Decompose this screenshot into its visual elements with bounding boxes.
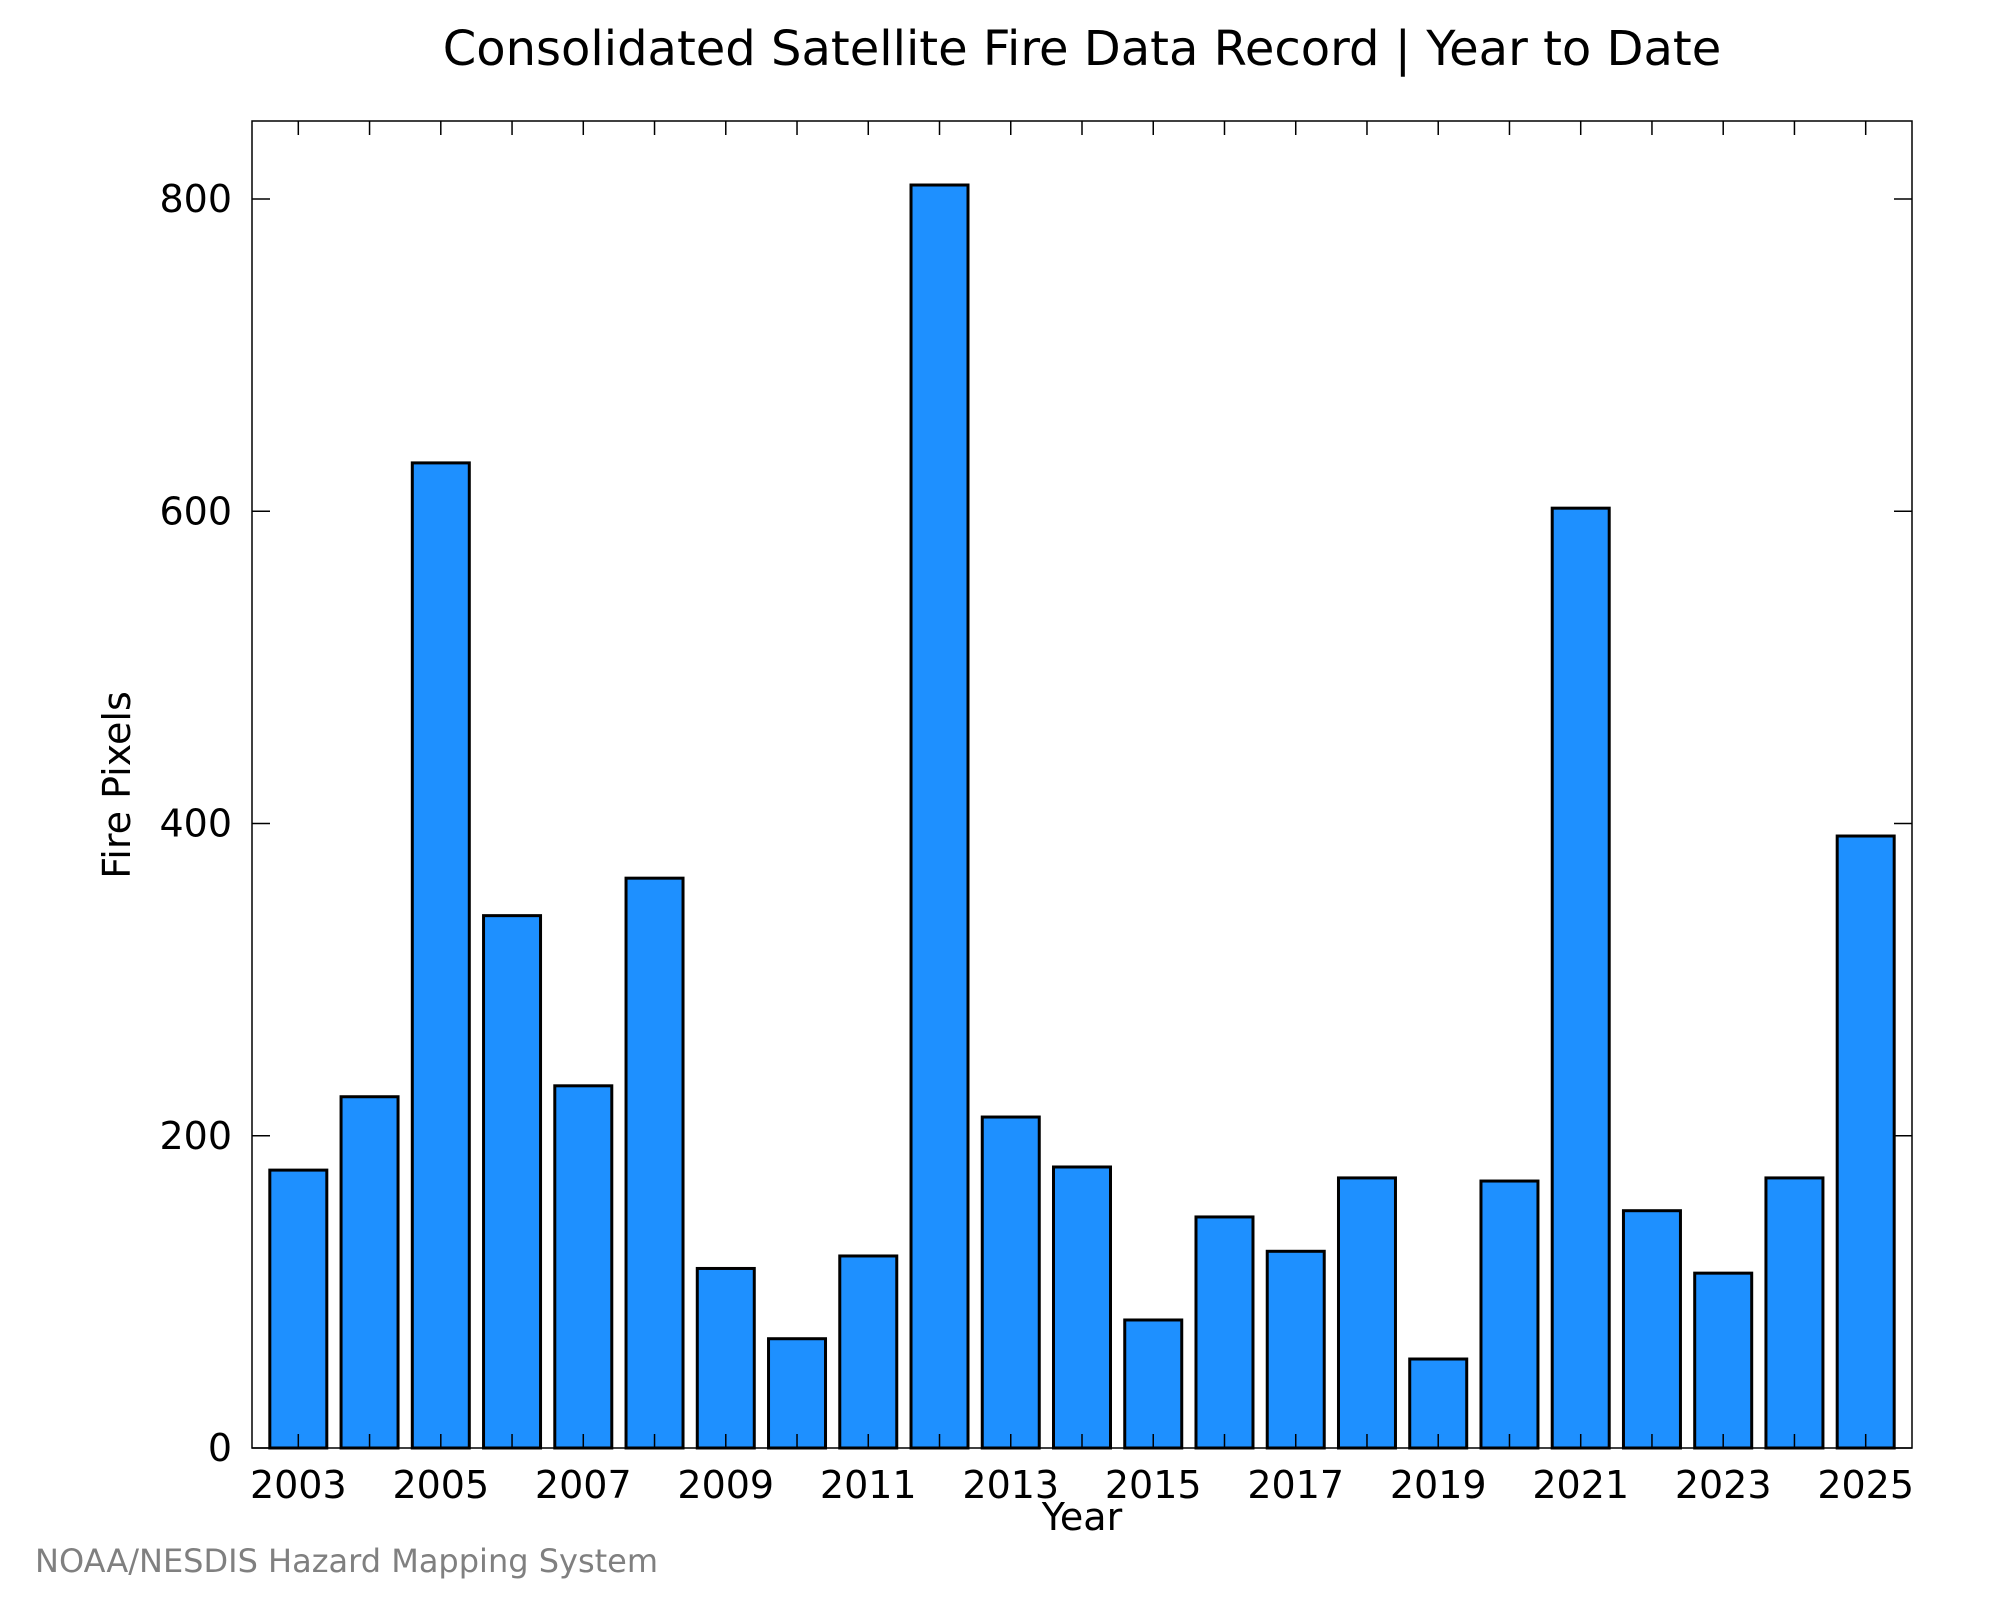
bar-2011 [838,1254,899,1450]
y-tick-label-0: 0 [208,1426,232,1470]
x-tick-label-2003: 2003 [250,1463,347,1507]
source-credit: NOAA/NESDIS Hazard Mapping System [35,1542,658,1580]
bar-2005 [410,461,471,1450]
bar-2010 [767,1337,828,1450]
bar-2017 [1265,1249,1326,1450]
bar-2013 [980,1115,1041,1450]
bar-2012 [909,183,970,1450]
bar-2021 [1550,506,1611,1450]
x-tick-label-2005: 2005 [392,1463,489,1507]
x-tick-label-2009: 2009 [677,1463,774,1507]
x-tick-label-2007: 2007 [535,1463,632,1507]
chart-title: Consolidated Satellite Fire Data Record … [443,21,1722,77]
y-tick-label-600: 600 [159,489,232,533]
bar-2004 [339,1095,400,1450]
bar-2008 [624,876,685,1450]
x-axis-label: Year [1041,1495,1123,1539]
x-tick-label-2019: 2019 [1390,1463,1487,1507]
ticks-group: 0 200 400 600 800 2003 2005 2007 2009 2011 2013 201… [159,121,1914,1507]
x-tick-label-2015: 2015 [1105,1463,1202,1507]
bar-2016 [1194,1215,1255,1450]
bar-2023 [1693,1271,1754,1450]
x-tick-label-2011: 2011 [820,1463,917,1507]
y-tick-label-800: 800 [159,177,232,221]
bar-2018 [1336,1176,1397,1450]
bar-2025 [1835,834,1896,1450]
x-tick-label-2021: 2021 [1532,1463,1629,1507]
bar-2022 [1621,1209,1682,1450]
bar-2003 [268,1168,329,1450]
y-tick-label-200: 200 [159,1114,232,1158]
x-tick-label-2013: 2013 [962,1463,1059,1507]
bar-2014 [1052,1165,1112,1450]
bars-group [268,183,1896,1450]
x-tick-label-2023: 2023 [1675,1463,1772,1507]
x-tick-label-2017: 2017 [1247,1463,1344,1507]
x-tick-label-2025: 2025 [1817,1463,1914,1507]
bar-2009 [695,1266,756,1450]
bar-2007 [553,1084,614,1450]
bar-2015 [1123,1318,1184,1450]
bar-2024 [1764,1176,1825,1450]
bar-2006 [482,914,543,1450]
y-tick-label-400: 400 [159,802,232,846]
bar-2020 [1479,1179,1540,1450]
y-axis-label: Fire Pixels [95,691,139,879]
